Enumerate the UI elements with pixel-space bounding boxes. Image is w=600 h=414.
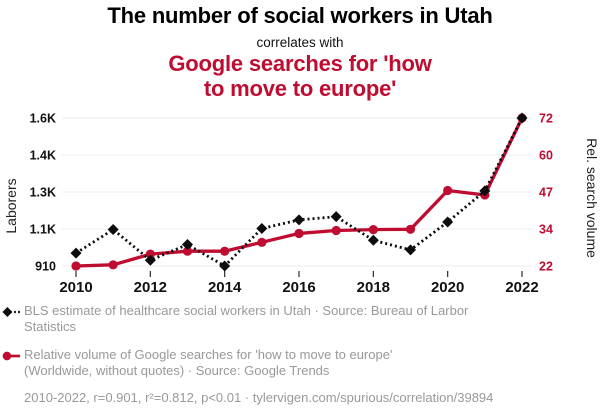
- social-workers-utah-point: [107, 224, 119, 236]
- left-axis-tick-label: 1.6K: [30, 112, 56, 126]
- x-axis-tick-label: 2018: [357, 279, 390, 296]
- left-axis-tick-label: 1.4K: [30, 149, 56, 163]
- left-axis-tick-label: 1.3K: [30, 186, 56, 200]
- x-axis-tick-label: 2014: [208, 279, 242, 296]
- social-workers-utah-point: [70, 247, 82, 259]
- legend-item-social-workers: BLS estimate of healthcare social worker…: [2, 303, 594, 336]
- chart-subtitle: Google searches for 'how to move to euro…: [168, 51, 432, 102]
- black-dotted-line-diamond-icon: [2, 307, 20, 317]
- social-workers-utah-point: [442, 216, 454, 228]
- chart-connector-text: correlates with: [256, 35, 344, 50]
- right-axis-tick-label: 47: [539, 186, 553, 200]
- social-workers-utah-point: [516, 112, 528, 124]
- right-axis-tick-label: 72: [539, 112, 553, 126]
- legend-item-label: BLS estimate of healthcare social worker…: [24, 303, 469, 335]
- x-axis-tick-label: 2010: [59, 279, 92, 296]
- right-axis-tick-label: 22: [539, 260, 553, 274]
- google-search-volume-point: [443, 185, 453, 196]
- legend-item-search-volume: Relative volume of Google searches for '…: [2, 347, 594, 380]
- dual-axis-line-chart: 910 1.1K 1.3K 1.4K 1.6K 22 34 47 60 72 2010 2012 201…: [3, 112, 600, 297]
- social-workers-utah-point: [367, 234, 379, 246]
- social-workers-utah-point: [293, 214, 305, 226]
- social-workers-utah-point: [405, 244, 416, 256]
- social-workers-utah-point: [256, 222, 268, 234]
- social-workers-utah-point: [479, 185, 491, 197]
- left-axis-title: Laborers: [3, 178, 19, 233]
- chart-plot-area: 910 1.1K 1.3K 1.4K 1.6K 22 34 47 60 72 2010 2012 201…: [0, 104, 600, 300]
- google-search-volume-point: [331, 225, 341, 236]
- x-axis-tick-label: 2020: [431, 279, 464, 296]
- right-axis-title: Rel. search volume: [584, 138, 600, 258]
- google-search-volume-point: [182, 246, 193, 256]
- google-search-volume-point: [71, 261, 81, 271]
- google-search-volume-point: [145, 249, 155, 259]
- left-axis-tick-label: 910: [35, 260, 56, 274]
- right-axis-tick-label: 34: [539, 223, 553, 237]
- social-workers-utah-point: [219, 260, 231, 272]
- right-axis-tick-label: 60: [539, 149, 553, 163]
- red-solid-line-circle-icon: [2, 351, 20, 360]
- x-axis-tick-label: 2022: [505, 279, 538, 296]
- legend-item-label: Relative volume of Google searches for '…: [24, 346, 393, 378]
- x-axis-tick-label: 2016: [282, 279, 315, 296]
- stats-citation: 2010-2022, r=0.901, r²=0.812, p<0.01 · t…: [24, 390, 494, 405]
- google-search-volume-point: [257, 237, 267, 247]
- google-search-volume-point: [220, 246, 230, 256]
- google-search-volume-point: [405, 224, 416, 234]
- social-workers-utah-point: [182, 239, 193, 251]
- google-search-volume-point: [368, 224, 378, 235]
- x-axis-tick-label: 2012: [134, 279, 167, 296]
- left-axis-tick-label: 1.1K: [30, 223, 56, 237]
- google-search-volume-point: [108, 260, 118, 270]
- chart-title: The number of social workers in Utah: [107, 3, 493, 28]
- google-search-volume-point: [294, 228, 304, 239]
- legend: BLS estimate of healthcare social worker…: [2, 303, 594, 406]
- social-workers-utah-point: [330, 211, 342, 223]
